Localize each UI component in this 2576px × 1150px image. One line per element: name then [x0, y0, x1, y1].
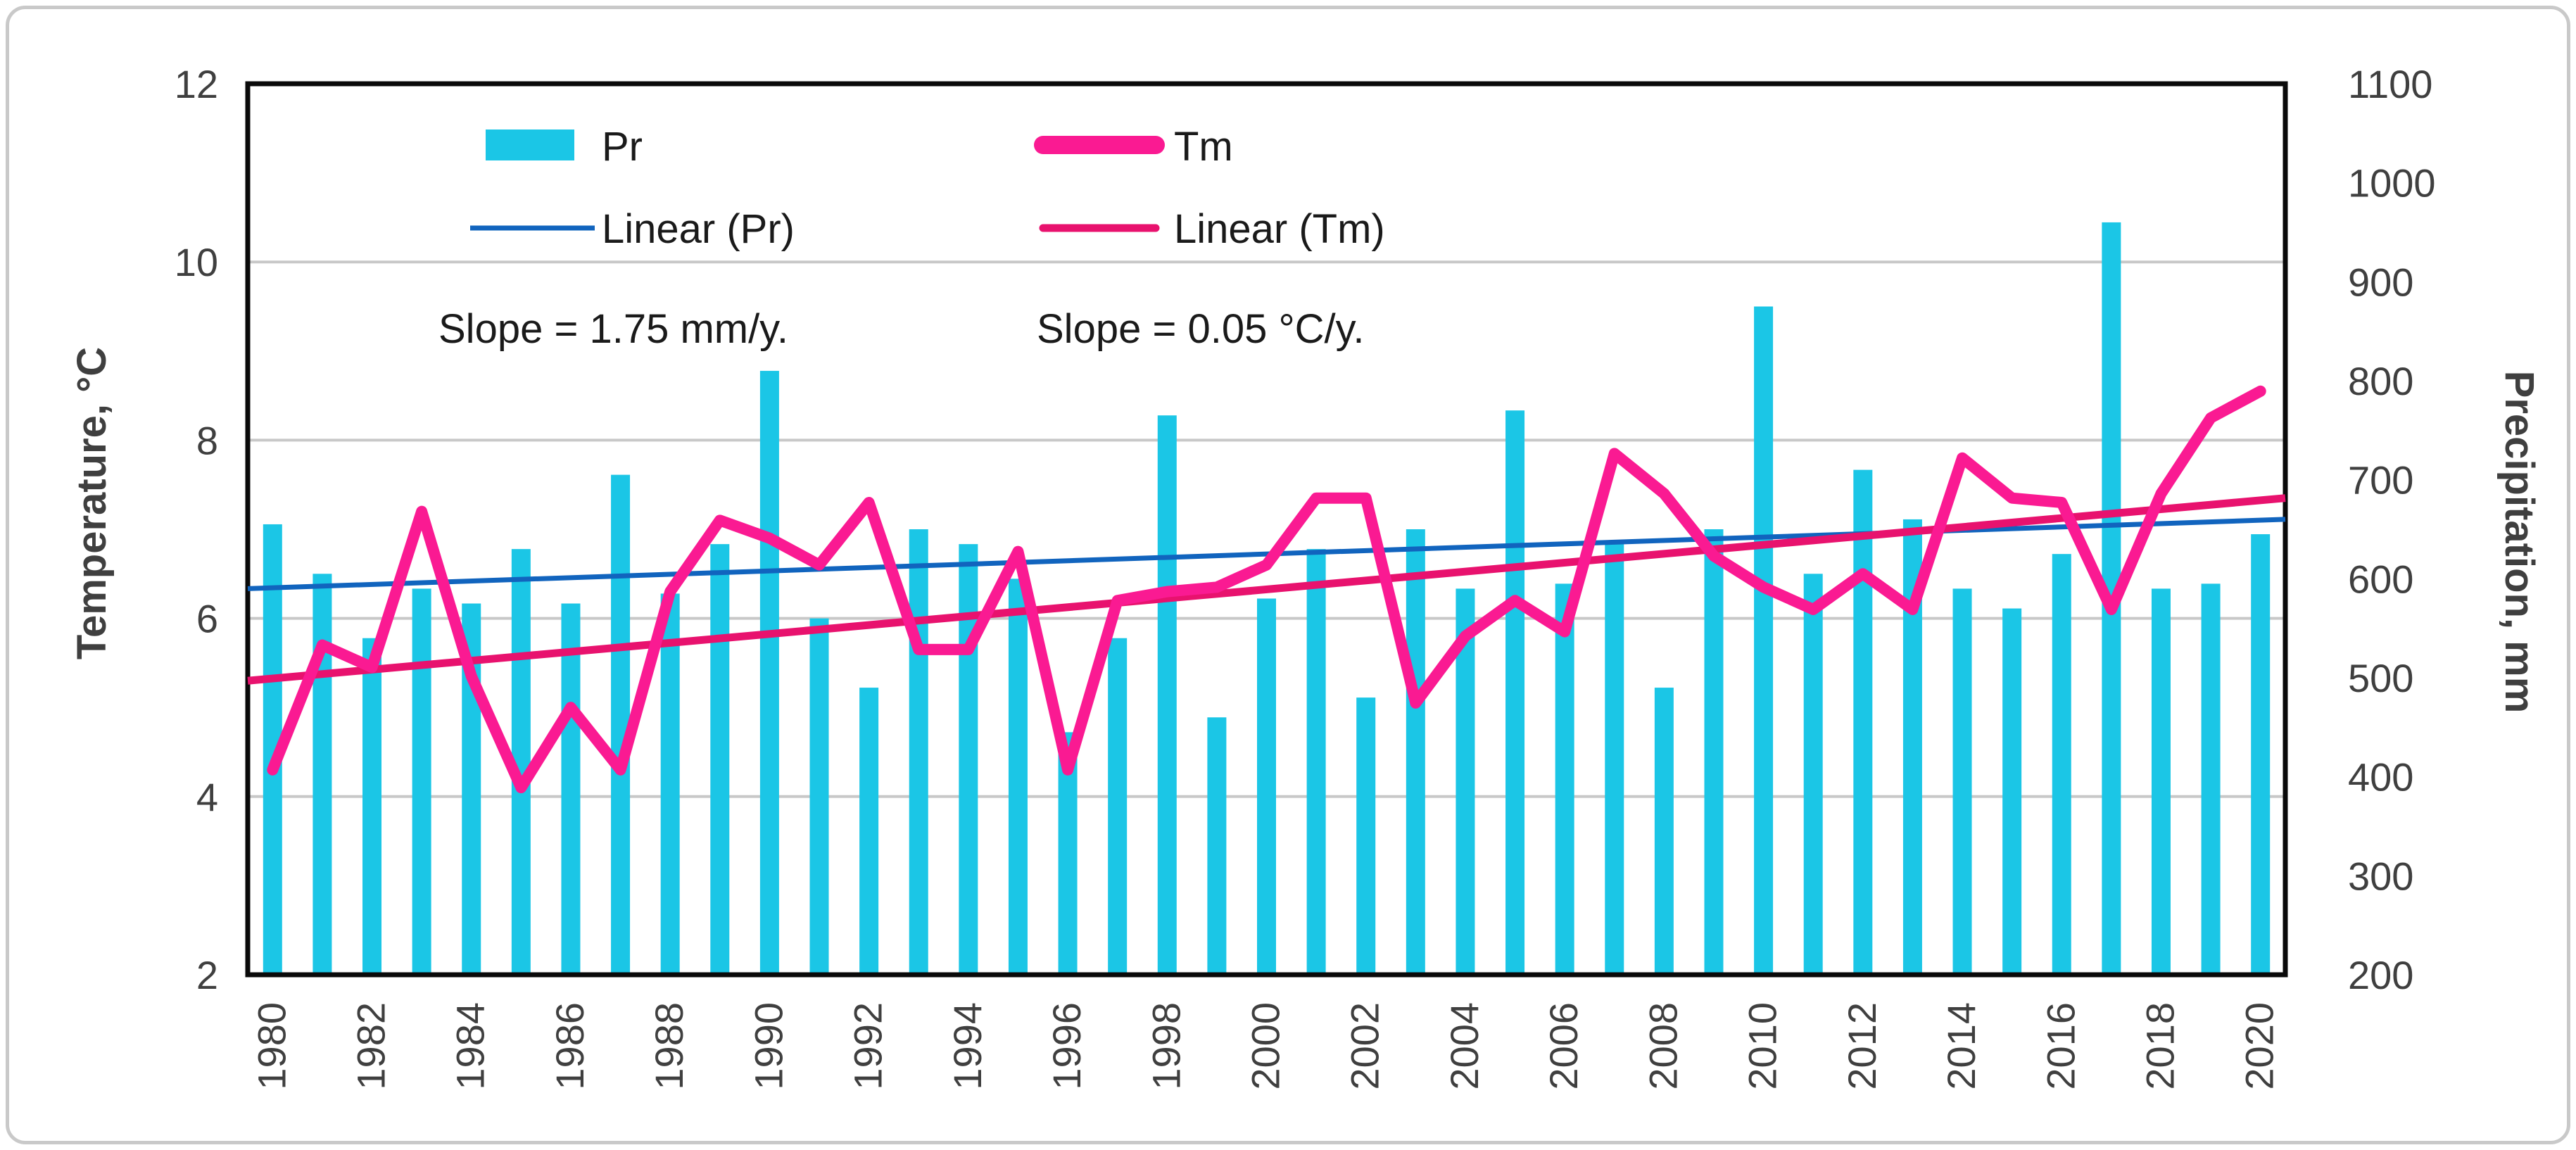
- right-tick-700: 700: [2348, 458, 2413, 503]
- bar-2008: [1654, 688, 1674, 975]
- left-tick-4: 4: [196, 775, 218, 819]
- right-tick-300: 300: [2348, 854, 2413, 898]
- legend-pr-label: Pr: [602, 124, 643, 170]
- x-tick-2006: 2006: [1541, 1002, 1586, 1090]
- legend-tm-label: Tm: [1174, 124, 1233, 170]
- legend: Pr Tm Linear (Pr) Linear (Tm): [470, 124, 1385, 252]
- x-tick-2014: 2014: [1939, 1002, 1983, 1090]
- x-tick-1992: 1992: [846, 1002, 890, 1090]
- right-tick-500: 500: [2348, 656, 2413, 700]
- linear-tm-trendline: [247, 494, 2286, 685]
- x-tick-1988: 1988: [647, 1002, 691, 1090]
- left-tick-6: 6: [196, 597, 218, 641]
- plot-frame: [245, 81, 2288, 978]
- x-tick-1984: 1984: [448, 1002, 493, 1090]
- bar-2007: [1605, 544, 1624, 975]
- left-tick-2: 2: [196, 953, 218, 997]
- left-tick-10: 10: [175, 240, 218, 284]
- x-tick-2004: 2004: [1442, 1002, 1486, 1090]
- linear-pr-trendline: [247, 517, 2286, 591]
- bar-2000: [1257, 598, 1276, 975]
- bar-1998: [1157, 415, 1177, 975]
- bar-2015: [2002, 608, 2022, 975]
- bar-1999: [1207, 717, 1227, 975]
- x-tick-1980: 1980: [249, 1002, 293, 1090]
- bar-1995: [1008, 579, 1028, 975]
- plot-frame-layer: [245, 81, 2288, 978]
- bar-series-layer: [263, 222, 2271, 975]
- bar-2018: [2151, 588, 2171, 975]
- bar-1993: [909, 529, 928, 975]
- x-tick-1996: 1996: [1044, 1002, 1089, 1090]
- tm-slope-annotation: Slope = 0.05 °C/y.: [1037, 306, 1364, 352]
- right-tick-200: 200: [2348, 953, 2413, 997]
- bar-1986: [561, 603, 581, 975]
- left-axis-title: Temperature, °C: [69, 347, 115, 659]
- right-tick-900: 900: [2348, 260, 2413, 304]
- x-tick-2016: 2016: [2038, 1002, 2083, 1090]
- bar-1990: [759, 370, 779, 975]
- x-tick-2002: 2002: [1343, 1002, 1387, 1090]
- line-series-layer: [247, 385, 2286, 794]
- x-tick-2010: 2010: [1741, 1002, 1785, 1090]
- x-tick-2018: 2018: [2138, 1002, 2182, 1090]
- tm-line: [267, 385, 2266, 794]
- x-tick-1986: 1986: [548, 1002, 592, 1090]
- bar-2006: [1555, 583, 1574, 975]
- right-tick-800: 800: [2348, 359, 2413, 403]
- bar-1992: [859, 688, 879, 975]
- right-axis-title: Precipitation, mm: [2496, 371, 2542, 714]
- x-tick-2012: 2012: [1840, 1002, 1884, 1090]
- bar-1987: [611, 474, 631, 975]
- bar-1989: [710, 544, 730, 975]
- bar-2020: [2251, 534, 2271, 975]
- legend-linear-tm-label: Linear (Tm): [1174, 206, 1385, 252]
- bar-2010: [1754, 306, 1774, 975]
- bar-2003: [1406, 529, 1425, 975]
- x-tick-1982: 1982: [349, 1002, 393, 1090]
- right-tick-400: 400: [2348, 755, 2413, 800]
- bar-2014: [1952, 588, 1972, 975]
- bar-2005: [1505, 410, 1525, 975]
- x-tick-2000: 2000: [1244, 1002, 1288, 1090]
- bar-1988: [660, 593, 680, 975]
- bar-2011: [1803, 574, 1823, 975]
- bar-2016: [2052, 554, 2071, 975]
- x-tick-2020: 2020: [2237, 1002, 2282, 1090]
- x-tick-1990: 1990: [746, 1002, 790, 1090]
- pr-slope-annotation: Slope = 1.75 mm/y.: [438, 306, 788, 352]
- bar-2002: [1356, 697, 1376, 975]
- tick-labels-layer: 2 4 6 8 10 12 200 300 400 500 600 700 800 900 1000 1100…: [175, 62, 2436, 1090]
- left-tick-12: 12: [175, 62, 218, 106]
- legend-linear-pr-label: Linear (Pr): [602, 206, 795, 252]
- bar-1983: [412, 588, 431, 975]
- x-tick-1998: 1998: [1144, 1002, 1188, 1090]
- x-tick-1994: 1994: [945, 1002, 990, 1090]
- legend-pr-swatch: [486, 129, 574, 160]
- bar-1981: [312, 574, 332, 975]
- bar-2012: [1853, 469, 1873, 975]
- bar-1997: [1108, 638, 1128, 975]
- right-tick-1100: 1100: [2348, 62, 2432, 106]
- bar-2009: [1704, 529, 1724, 975]
- bar-2001: [1306, 549, 1326, 975]
- bar-2019: [2201, 583, 2221, 975]
- bar-1994: [959, 544, 978, 975]
- right-tick-1000: 1000: [2348, 161, 2436, 206]
- x-tick-2008: 2008: [1641, 1002, 1685, 1090]
- bar-1982: [362, 638, 382, 975]
- right-tick-600: 600: [2348, 557, 2413, 601]
- bar-1991: [809, 618, 829, 975]
- left-tick-8: 8: [196, 418, 218, 462]
